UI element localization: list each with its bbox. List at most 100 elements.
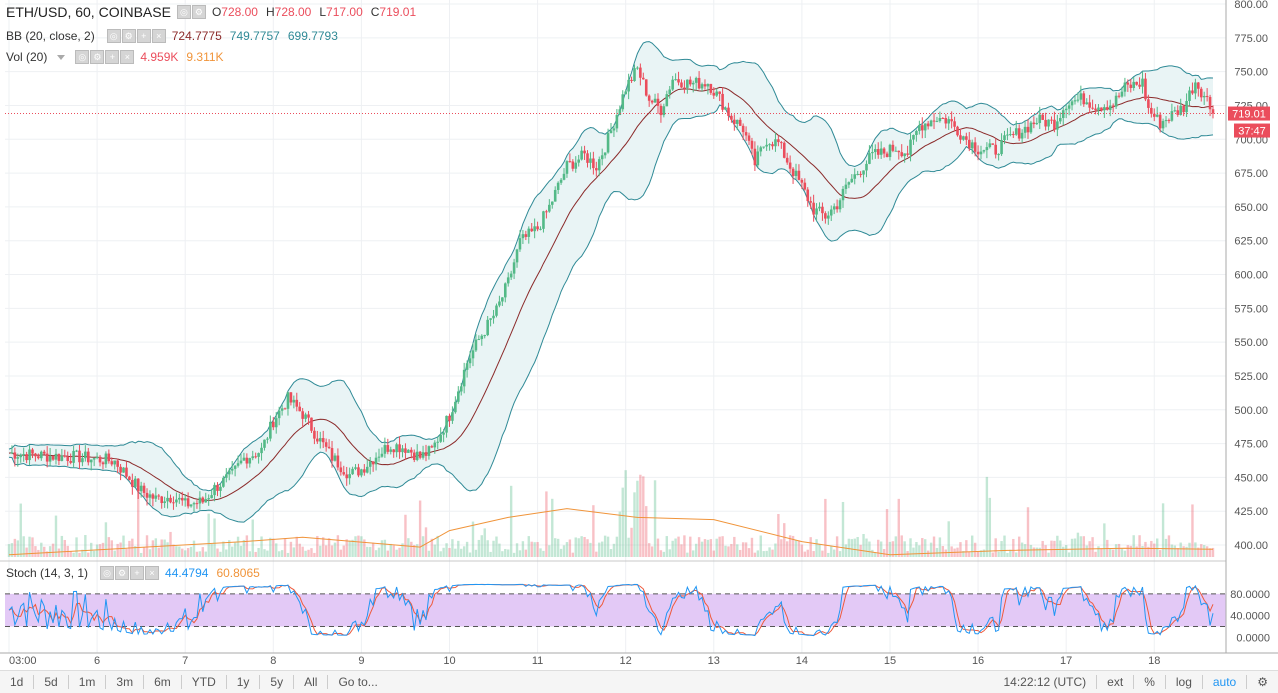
visibility-icon[interactable]: ◎ xyxy=(75,50,90,64)
candle-body xyxy=(900,152,904,157)
scale-button-percent[interactable]: % xyxy=(1144,675,1155,689)
candle-body xyxy=(700,84,704,89)
candle-body xyxy=(175,499,178,503)
volume-bar xyxy=(424,527,428,557)
candle-body xyxy=(768,144,771,146)
candle-body xyxy=(351,468,354,475)
goto-button[interactable]: Go to... xyxy=(338,675,378,689)
range-button-6m[interactable]: 6m xyxy=(154,675,171,689)
candle-body xyxy=(1144,78,1147,100)
volume-bar xyxy=(54,515,58,557)
settings-gear-icon[interactable]: ⚙ xyxy=(121,29,136,43)
volume-bar xyxy=(160,539,163,557)
range-button-ytd[interactable]: YTD xyxy=(191,675,216,689)
vol-controls[interactable]: ◎ ⚙ + × xyxy=(75,50,135,64)
range-button-5d[interactable]: 5d xyxy=(44,675,58,689)
volume-bar xyxy=(1138,535,1141,557)
candle-body xyxy=(906,153,909,155)
range-button-1m[interactable]: 1m xyxy=(78,675,96,689)
close-icon[interactable]: × xyxy=(120,50,135,64)
candle-body xyxy=(521,234,525,239)
volume-bar xyxy=(1191,504,1194,557)
volume-bar xyxy=(733,536,736,557)
candle-body xyxy=(600,155,604,160)
close-icon[interactable]: × xyxy=(145,566,160,580)
settings-gear-icon[interactable]: ⚙ xyxy=(1257,675,1268,689)
candle-body xyxy=(251,456,255,459)
visibility-icon[interactable]: ◎ xyxy=(176,5,191,19)
volume-bar xyxy=(559,548,563,557)
settings-gear-icon[interactable]: ⚙ xyxy=(115,566,130,580)
close-icon[interactable]: × xyxy=(151,29,166,43)
candle-body xyxy=(28,449,31,461)
volume-bar xyxy=(642,476,645,557)
add-icon[interactable]: + xyxy=(136,29,151,43)
volume-bar xyxy=(1173,545,1177,557)
visibility-icon[interactable]: ◎ xyxy=(106,29,121,43)
candle-body xyxy=(1026,126,1030,133)
volume-bar xyxy=(457,540,460,557)
volume-bar xyxy=(809,537,812,557)
settings-gear-icon[interactable]: ⚙ xyxy=(191,5,206,19)
candle-body xyxy=(735,119,739,124)
volume-bar xyxy=(216,548,219,557)
volume-bar xyxy=(780,539,783,557)
candle-body xyxy=(753,148,757,166)
add-icon[interactable]: + xyxy=(105,50,120,64)
range-button-1y[interactable]: 1y xyxy=(236,675,250,689)
scale-button-log[interactable]: log xyxy=(1175,675,1192,689)
candle-body xyxy=(313,430,316,439)
volume-bar xyxy=(230,546,234,557)
scale-button-ext[interactable]: ext xyxy=(1107,675,1124,689)
price-tick-label: 575.00 xyxy=(1234,303,1268,315)
settings-gear-icon[interactable]: ⚙ xyxy=(90,50,105,64)
candle-body xyxy=(997,154,1000,156)
volume-bar xyxy=(148,549,152,557)
volume-bar xyxy=(1067,552,1071,557)
volume-bar xyxy=(357,535,360,557)
volume-bar xyxy=(527,536,530,557)
candle-body xyxy=(277,410,281,419)
range-button-5y[interactable]: 5y xyxy=(270,675,284,689)
candle-body xyxy=(289,392,293,403)
candle-body xyxy=(239,460,243,464)
candle-body xyxy=(1105,107,1109,110)
scale-button-auto[interactable]: auto xyxy=(1212,675,1237,689)
range-button-1d[interactable]: 1d xyxy=(10,675,24,689)
candle-body xyxy=(533,226,536,232)
candle-body xyxy=(1056,121,1059,130)
candle-body xyxy=(920,125,924,131)
volume-bar xyxy=(918,545,921,557)
chart-area[interactable]: 800.00 775.00 750.00 725.00 700.00 675.00 650.… xyxy=(0,0,1278,670)
visibility-icon[interactable]: ◎ xyxy=(100,566,115,580)
volume-bar xyxy=(228,540,231,557)
stoch-controls[interactable]: ◎ ⚙ + × xyxy=(100,566,160,580)
volume-bar xyxy=(436,535,439,557)
candle-body xyxy=(345,474,349,479)
volume-bar xyxy=(304,550,307,557)
price-chart[interactable]: 800.00775.00750.00725.00700.00675.00650.… xyxy=(0,0,1278,670)
candle-body xyxy=(189,504,193,507)
volume-bar xyxy=(1135,546,1138,557)
candle-body xyxy=(448,415,451,421)
range-button-3m[interactable]: 3m xyxy=(116,675,134,689)
volume-bar xyxy=(979,550,983,557)
candle-body xyxy=(468,358,472,364)
volume-bar xyxy=(266,550,269,557)
volume-bar xyxy=(339,549,343,557)
candle-body xyxy=(785,157,789,163)
volume-bar xyxy=(982,549,986,557)
volume-bar xyxy=(1208,548,1212,557)
chevron-down-icon[interactable] xyxy=(57,54,66,60)
volume-bar xyxy=(104,522,108,557)
range-button-all[interactable]: All xyxy=(304,675,318,689)
bb-controls[interactable]: ◎ ⚙ + × xyxy=(106,29,166,43)
volume-bar xyxy=(1079,536,1083,557)
volume-bar xyxy=(598,542,601,557)
volume-bar xyxy=(201,547,205,557)
series-controls[interactable]: ◎ ⚙ xyxy=(176,5,206,19)
volume-bar xyxy=(204,551,207,557)
candle-body xyxy=(912,134,915,140)
add-icon[interactable]: + xyxy=(130,566,145,580)
volume-bar xyxy=(233,542,237,557)
